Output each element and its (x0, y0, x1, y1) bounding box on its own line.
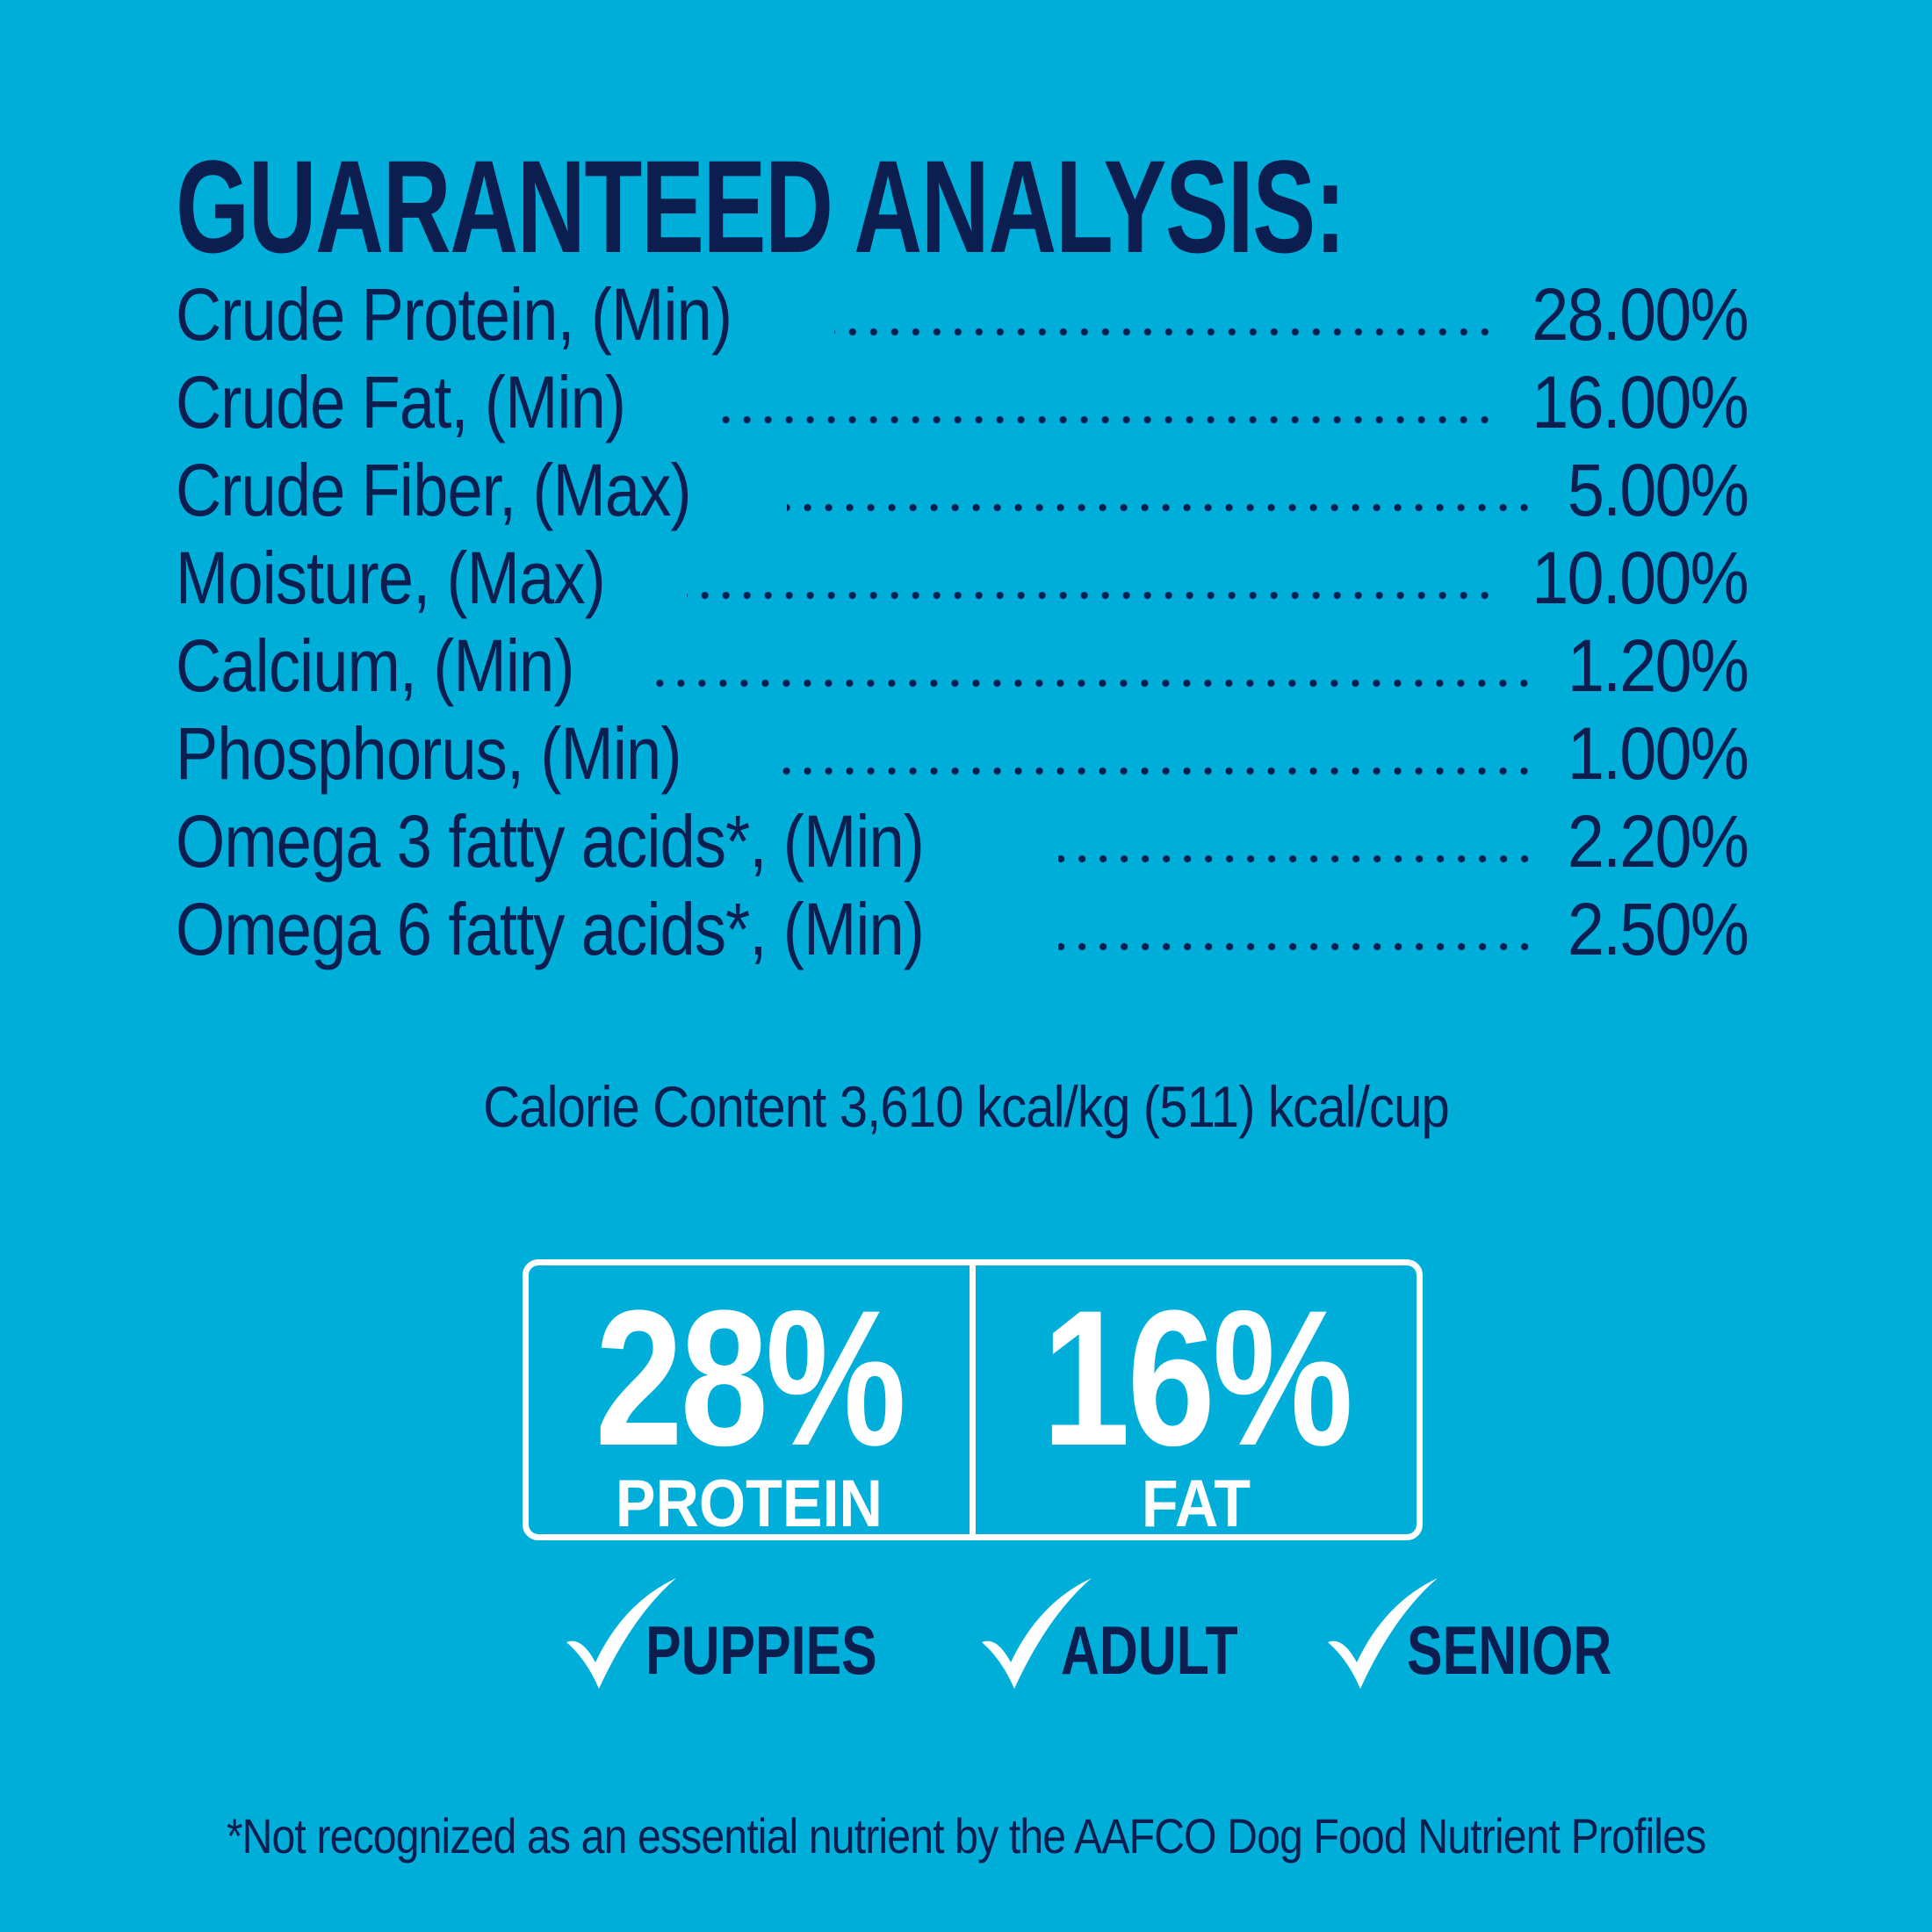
row-value: 1.00% (1567, 712, 1749, 795)
row-value: 28.00% (1532, 273, 1748, 356)
dot-leader (834, 328, 1496, 336)
checkmark-icon (1327, 1578, 1438, 1689)
row-label: Omega 3 fatty acids*, (Min) (176, 800, 925, 883)
row-label: Omega 6 fatty acids*, (Min) (176, 888, 925, 970)
row-label: Crude Protein, (Min) (176, 273, 732, 356)
dot-leader (1057, 854, 1535, 863)
table-row: Crude Fat, (Min) 16.00% (176, 358, 1749, 446)
life-stage-senior: SENIOR (1323, 1576, 1669, 1690)
row-value: 1.20% (1567, 624, 1749, 707)
nutrition-badge: 28% PROTEIN 16% FAT (523, 1259, 1423, 1540)
table-row: Crude Protein, (Min) 28.00% (176, 270, 1749, 358)
dot-leader (787, 503, 1535, 512)
checkmark-icon (982, 1578, 1092, 1689)
footnote: *Not recognized as an essential nutrient… (226, 1808, 1706, 1864)
protein-badge: 28% PROTEIN (529, 1265, 970, 1539)
row-value: 16.00% (1532, 361, 1748, 443)
dot-leader (1057, 942, 1535, 951)
row-label: Calcium, (Min) (176, 624, 574, 707)
row-value: 2.50% (1567, 888, 1749, 970)
row-value: 2.20% (1567, 800, 1749, 883)
fat-badge: 16% FAT (970, 1265, 1417, 1539)
life-stages: PUPPIES ADULT SENIOR (562, 1576, 1669, 1690)
row-label: Crude Fat, (Min) (176, 361, 626, 443)
page-title: GUARANTEED ANALYSIS: (176, 133, 1346, 280)
dot-leader (775, 767, 1535, 775)
row-label: Crude Fiber, (Max) (176, 449, 692, 531)
life-stage-adult: ADULT (977, 1576, 1288, 1690)
row-label: Phosphorus, (Min) (176, 712, 681, 795)
life-stage-label: SENIOR (1406, 1611, 1611, 1689)
protein-value: 28% (595, 1270, 906, 1486)
row-label: Moisture, (Max) (176, 537, 606, 619)
row-value: 10.00% (1532, 537, 1748, 619)
life-stage-label: PUPPIES (645, 1611, 877, 1689)
calorie-content: Calorie Content 3,610 kcal/kg (511) kcal… (483, 1074, 1450, 1139)
dot-leader (710, 415, 1496, 424)
analysis-table: Crude Protein, (Min) 28.00% Crude Fat, (M… (176, 270, 1749, 973)
table-row: Phosphorus, (Min) 1.00% (176, 710, 1749, 797)
dot-leader (651, 679, 1535, 688)
fat-value: 16% (1042, 1270, 1353, 1486)
table-row: Crude Fiber, (Max) 5.00% (176, 446, 1749, 534)
checkmark-icon (566, 1578, 676, 1689)
life-stage-puppies: PUPPIES (562, 1576, 942, 1690)
life-stage-label: ADULT (1061, 1611, 1238, 1689)
protein-label: PROTEIN (615, 1467, 883, 1541)
table-row: Omega 3 fatty acids*, (Min) 2.20% (176, 797, 1749, 885)
table-row: Omega 6 fatty acids*, (Min) 2.50% (176, 885, 1749, 973)
fat-label: FAT (1141, 1467, 1251, 1541)
table-row: Moisture, (Max) 10.00% (176, 534, 1749, 622)
table-row: Calcium, (Min) 1.20% (176, 622, 1749, 710)
dot-leader (687, 591, 1496, 600)
row-value: 5.00% (1567, 449, 1749, 531)
